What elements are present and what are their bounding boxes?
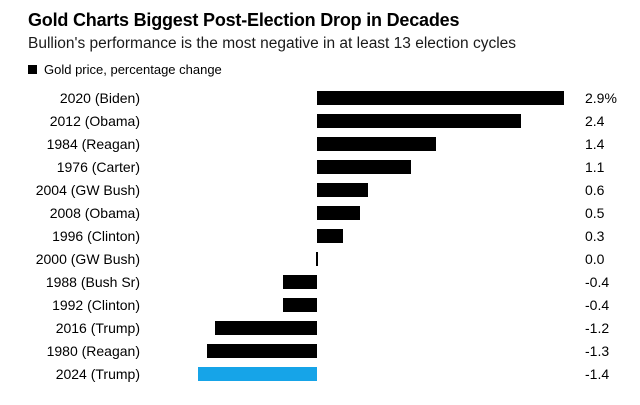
category-label: 1996 (Clinton)	[52, 228, 140, 244]
bar	[316, 252, 318, 266]
value-label: -1.4	[585, 366, 610, 382]
value-label: 0.5	[585, 205, 605, 221]
chart-row: 1996 (Clinton) 0.3	[0, 225, 640, 248]
bar	[317, 91, 564, 105]
legend-swatch-icon	[28, 65, 37, 74]
category-label: 1992 (Clinton)	[52, 297, 140, 313]
bar-chart: 2020 (Biden) 2.9% 2012 (Obama) 2.4 1984 (Rea…	[0, 87, 640, 386]
value-label: 0.0	[585, 251, 605, 267]
chart-row: 1988 (Bush Sr) -0.4	[0, 271, 640, 294]
chart-row: 2008 (Obama) 0.5	[0, 202, 640, 225]
chart-row: 1984 (Reagan) 1.4	[0, 133, 640, 156]
chart-row: 2000 (GW Bush) 0.0	[0, 248, 640, 271]
value-label: -0.4	[585, 274, 610, 290]
bar	[283, 298, 317, 312]
category-label: 2008 (Obama)	[49, 205, 140, 221]
legend-label: Gold price, percentage change	[44, 62, 222, 77]
category-label: 2024 (Trump)	[55, 366, 140, 382]
bar	[283, 275, 317, 289]
bar	[215, 321, 317, 335]
legend: Gold price, percentage change	[28, 62, 222, 77]
value-label: 0.6	[585, 182, 605, 198]
category-label: 2000 (GW Bush)	[35, 251, 140, 267]
value-label: 2.9%	[585, 90, 617, 106]
category-label: 2004 (GW Bush)	[35, 182, 140, 198]
category-label: 2016 (Trump)	[55, 320, 140, 336]
chart-title: Gold Charts Biggest Post-Election Drop i…	[28, 10, 460, 30]
chart-row: 2016 (Trump) -1.2	[0, 317, 640, 340]
bar	[317, 206, 360, 220]
bar	[317, 160, 411, 174]
chart-row: 2012 (Obama) 2.4	[0, 110, 640, 133]
chart-row: 1992 (Clinton) -0.4	[0, 294, 640, 317]
value-label: -1.3	[585, 343, 610, 359]
chart-subtitle: Bullion's performance is the most negati…	[28, 35, 517, 52]
bar	[317, 137, 436, 151]
chart-row: 2004 (GW Bush) 0.6	[0, 179, 640, 202]
category-label: 1980 (Reagan)	[46, 343, 140, 359]
value-label: 2.4	[585, 113, 605, 129]
value-label: -0.4	[585, 297, 610, 313]
category-label: 1984 (Reagan)	[46, 136, 140, 152]
bar	[206, 344, 317, 358]
category-label: 2012 (Obama)	[49, 113, 140, 129]
value-label: 1.4	[585, 136, 605, 152]
value-label: -1.2	[585, 320, 610, 336]
chart-row: 2020 (Biden) 2.9%	[0, 87, 640, 110]
bar	[317, 229, 343, 243]
bar-highlight	[198, 367, 317, 381]
chart-row: 1980 (Reagan) -1.3	[0, 340, 640, 363]
category-label: 2020 (Biden)	[59, 90, 140, 106]
category-label: 1976 (Carter)	[56, 159, 140, 175]
chart-row: 1976 (Carter) 1.1	[0, 156, 640, 179]
chart-row: 2024 (Trump) -1.4	[0, 363, 640, 386]
value-label: 1.1	[585, 159, 605, 175]
category-label: 1988 (Bush Sr)	[45, 274, 140, 290]
bar	[317, 183, 368, 197]
bar	[317, 114, 521, 128]
value-label: 0.3	[585, 228, 605, 244]
